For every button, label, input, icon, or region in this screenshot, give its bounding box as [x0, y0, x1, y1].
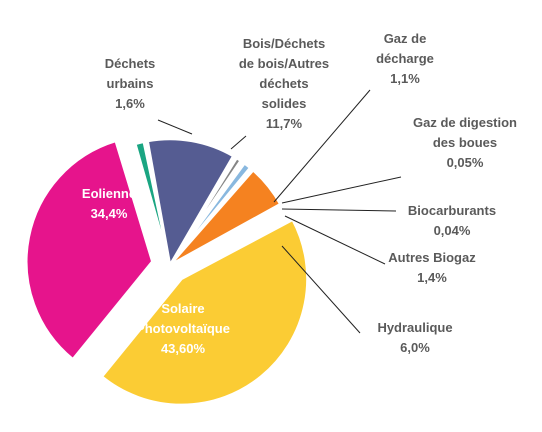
pie-slice-solaire	[100, 218, 309, 407]
slice-value-solaire: 43,60%	[161, 341, 206, 356]
pie-slices	[25, 137, 309, 407]
pie-slice-hydraulique	[169, 168, 283, 267]
leader-line-hydraulique	[281, 245, 361, 334]
slice-label-dechets_urbains: Déchets urbains 1,6%	[105, 56, 156, 111]
slice-name-dechets_urbains: Déchets	[105, 56, 156, 71]
slice-name-gaz_digestion: des boues	[433, 135, 497, 150]
slice-labels: Solaire Photovoltaïque 43,60% Eolienne 34,4%…	[82, 31, 517, 356]
pie-slice-autres_biogaz	[168, 161, 252, 266]
pie-slice-dechets_urbains	[133, 140, 172, 266]
slice-label-solaire: Solaire Photovoltaïque 43,60%	[136, 301, 230, 356]
slice-value-bois: 11,7%	[266, 116, 303, 131]
slice-name-dechets_urbains: urbains	[107, 76, 154, 91]
slice-name-bois: de bois/Autres	[239, 56, 329, 71]
leader-line-gaz_digestion	[281, 176, 402, 204]
slice-name-biocarburants: Biocarburants	[408, 203, 496, 218]
slice-value-autres_biogaz: 1,4%	[417, 270, 447, 285]
slice-name-gaz_decharge: Gaz de	[384, 31, 427, 46]
slice-value-eolienne: 34,4%	[91, 206, 128, 221]
leader-line-autres_biogaz	[284, 215, 386, 265]
slice-name-solaire: Solaire	[161, 301, 204, 316]
slice-value-gaz_digestion: 0,05%	[447, 155, 484, 170]
slice-value-dechets_urbains: 1,6%	[115, 96, 145, 111]
slice-name-autres_biogaz: Autres Biogaz	[388, 250, 476, 265]
slice-label-hydraulique: Hydraulique 6,0%	[377, 320, 452, 355]
slice-value-hydraulique: 6,0%	[400, 340, 430, 355]
slice-label-eolienne: Eolienne 34,4%	[82, 186, 136, 221]
slice-label-autres_biogaz: Autres Biogaz 1,4%	[388, 250, 476, 285]
slice-name-gaz_digestion: Gaz de digestion	[413, 115, 517, 130]
leader-lines	[157, 89, 402, 334]
leader-line-bois	[230, 135, 247, 150]
slice-label-gaz_decharge: Gaz de décharge 1,1%	[376, 31, 434, 86]
slice-value-biocarburants: 0,04%	[434, 223, 471, 238]
slice-name-solaire: Photovoltaïque	[136, 321, 230, 336]
leader-line-dechets_urbains	[157, 119, 193, 135]
pie-slice-bois	[146, 137, 235, 269]
slice-name-hydraulique: Hydraulique	[377, 320, 452, 335]
slice-name-gaz_decharge: décharge	[376, 51, 434, 66]
slice-name-bois: déchets	[259, 76, 308, 91]
slice-label-gaz_digestion: Gaz de digestion des boues 0,05%	[413, 115, 517, 170]
pie-slice-eolienne	[25, 139, 154, 362]
slice-label-biocarburants: Biocarburants 0,04%	[408, 203, 496, 238]
slice-name-bois: Bois/Déchets	[243, 36, 325, 51]
slice-name-bois: solides	[262, 96, 307, 111]
slice-value-gaz_decharge: 1,1%	[390, 71, 420, 86]
leader-line-gaz_decharge	[273, 89, 371, 203]
slice-label-bois: Bois/Déchets de bois/Autres déchets solides…	[239, 36, 329, 131]
slice-name-eolienne: Eolienne	[82, 186, 136, 201]
leader-line-biocarburants	[281, 208, 397, 212]
